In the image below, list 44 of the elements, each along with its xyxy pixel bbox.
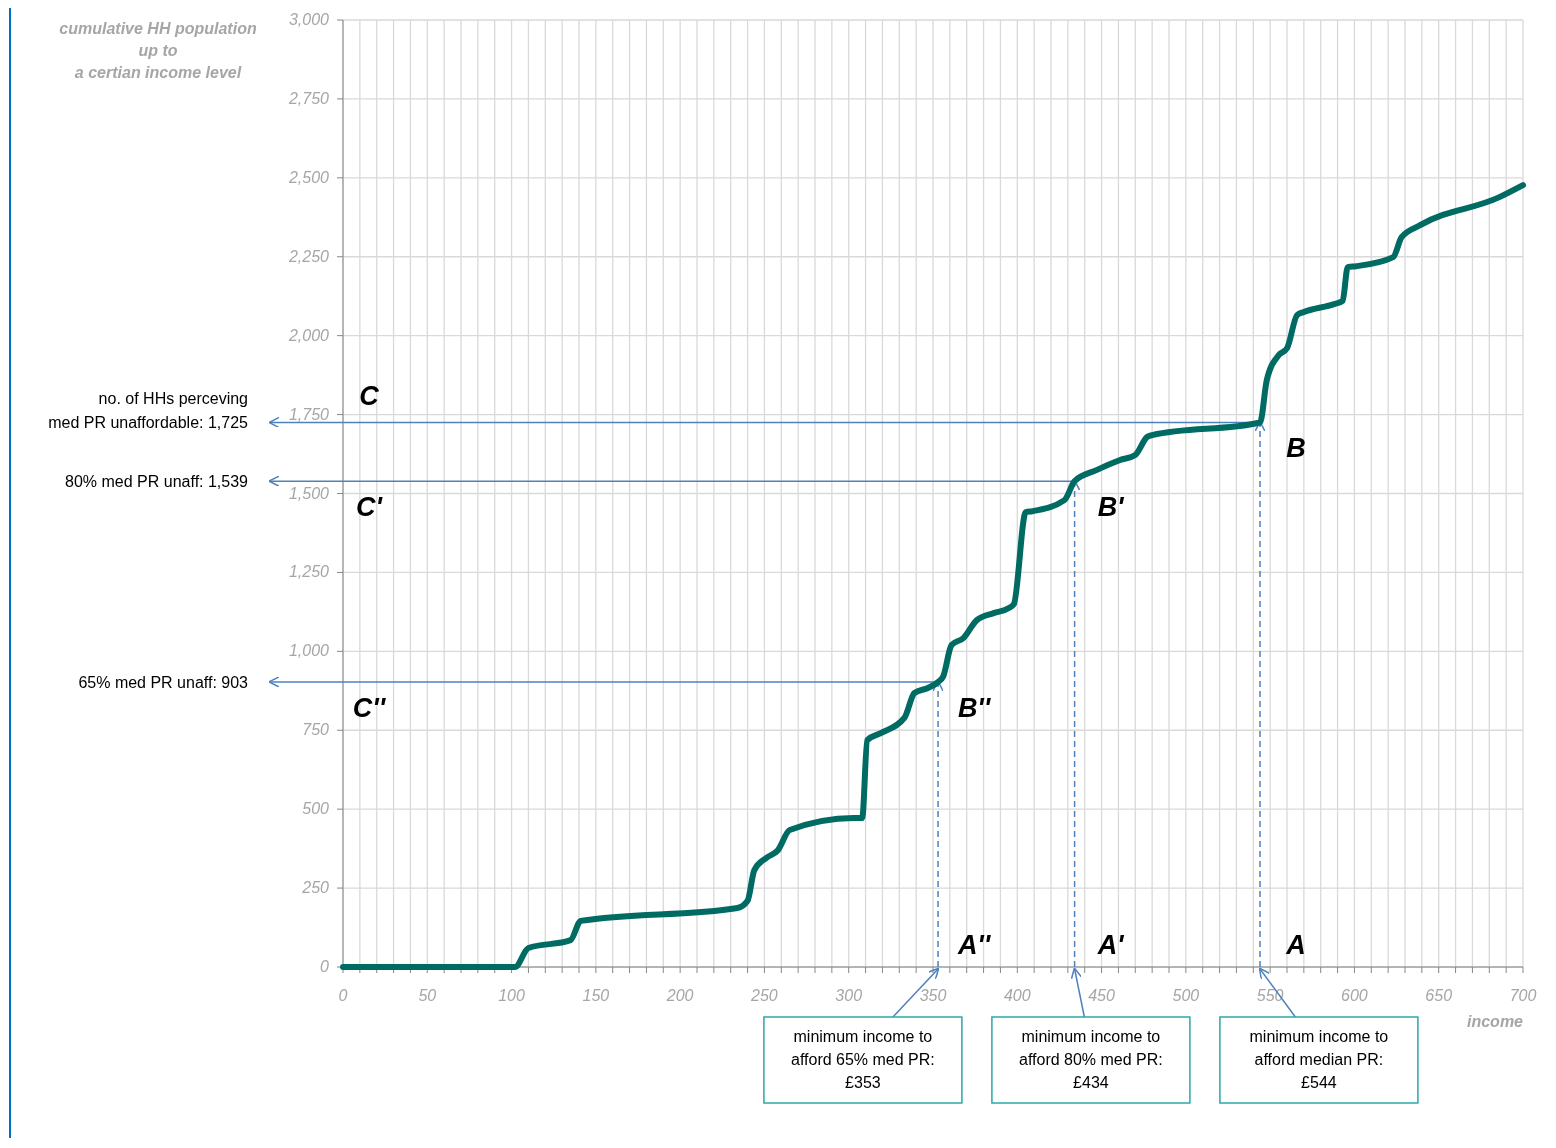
y-axis-title: cumulative HH population up to a certian income level xyxy=(59,20,257,81)
y-tick-label: 2,500 xyxy=(287,168,330,186)
x-tick-label: 600 xyxy=(1341,987,1368,1004)
x-tick-label: 0 xyxy=(338,987,348,1004)
y-tick-label: 1,750 xyxy=(288,405,330,423)
y-tick-label: 2,000 xyxy=(287,326,330,344)
y-tick-label: 750 xyxy=(302,721,330,739)
annotation: B' xyxy=(1097,492,1126,523)
x-tick-label: 450 xyxy=(1088,987,1116,1004)
y-tick-label: 1,250 xyxy=(288,563,330,581)
x-tick-label: 350 xyxy=(919,987,947,1004)
y-tick-label: 2,250 xyxy=(287,247,330,265)
x-axis-title: income xyxy=(1466,1013,1524,1030)
annotation: A'' xyxy=(956,930,992,960)
ref-line-label: no. of HHs perceving med PR unaffordable: 1,725 xyxy=(48,390,249,432)
y-tick-label: 250 xyxy=(301,879,330,897)
y-tick-label: 1,500 xyxy=(288,484,330,502)
ref-line-label: minimum income to afford 80% med PR: £434 xyxy=(1019,1028,1163,1091)
y-tick-label: 0 xyxy=(320,958,330,975)
ref-line-label: minimum income to afford 65% med PR: £353 xyxy=(791,1028,935,1091)
ref-line-label: 65% med PR unaff: 903 xyxy=(78,673,249,691)
annotation: A' xyxy=(1096,930,1126,960)
y-tick-label: 1,000 xyxy=(288,642,330,660)
x-tick-label: 250 xyxy=(750,987,778,1004)
x-tick-label: 300 xyxy=(835,987,863,1004)
annotation: B'' xyxy=(957,692,992,723)
annotation: C' xyxy=(356,492,384,523)
x-tick-label: 200 xyxy=(665,987,694,1004)
ref-line-label: 80% med PR unaff: 1,539 xyxy=(65,473,249,491)
y-tick-label: 500 xyxy=(302,800,330,818)
y-tick-label: 3,000 xyxy=(288,11,330,28)
annotation: B xyxy=(1286,433,1306,464)
y-tick-label: 2,750 xyxy=(287,89,330,107)
x-tick-label: 650 xyxy=(1425,987,1453,1004)
x-tick-label: 700 xyxy=(1509,987,1537,1004)
x-tick-label: 100 xyxy=(498,987,526,1004)
x-tick-label: 400 xyxy=(1003,987,1031,1004)
annotation: C xyxy=(359,381,380,412)
x-tick-label: 500 xyxy=(1172,987,1200,1004)
x-tick-label: 50 xyxy=(418,987,437,1004)
ref-line-label: minimum income to afford median PR: £544 xyxy=(1249,1028,1389,1091)
annotation: A xyxy=(1285,930,1306,960)
annotation: C'' xyxy=(352,692,387,723)
x-tick-label: 150 xyxy=(582,987,610,1004)
